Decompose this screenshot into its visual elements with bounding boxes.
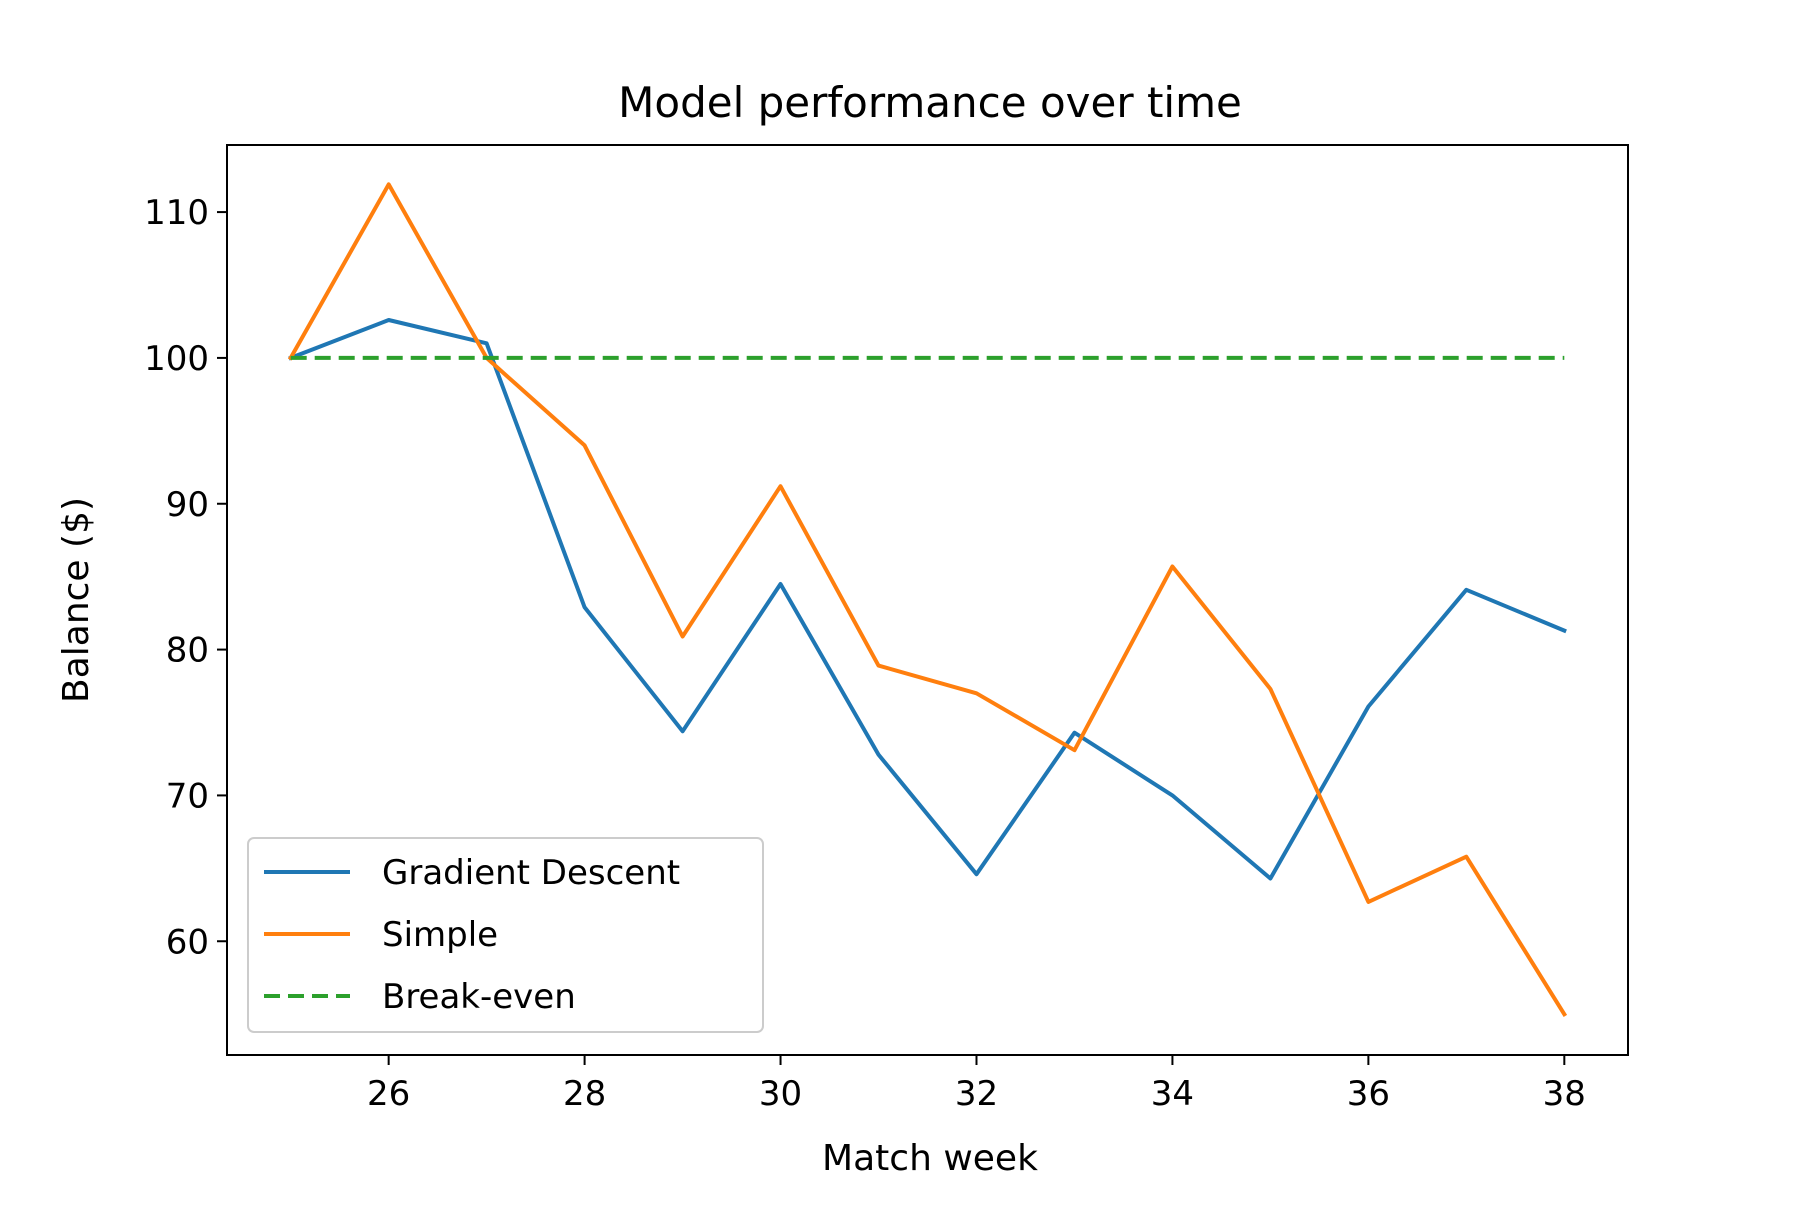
data-point-break-even (1365, 355, 1371, 361)
data-point-simple (1267, 686, 1273, 692)
x-tick-label: 34 (1151, 1074, 1194, 1114)
data-point-simple (386, 181, 392, 187)
data-point-simple (974, 690, 980, 696)
x-tick-label: 28 (563, 1074, 606, 1114)
axes-frame (226, 144, 1629, 1056)
data-point-gradient-descent (1365, 704, 1371, 710)
y-tick-label: 80 (166, 631, 209, 671)
data-point-break-even (582, 355, 588, 361)
data-point-break-even (876, 355, 882, 361)
data-point-break-even (288, 355, 294, 361)
data-point-gradient-descent (582, 604, 588, 610)
x-axis-label: Match week (822, 1138, 1038, 1179)
data-point-break-even (1267, 355, 1273, 361)
series-line-simple (287, 182, 1568, 1017)
data-point-simple (582, 442, 588, 448)
legend-label: Simple (382, 915, 498, 955)
data-point-simple (1365, 899, 1371, 905)
data-point-break-even (974, 355, 980, 361)
data-point-break-even (778, 355, 784, 361)
plot-area: 26 28 30 32 34 36 38 60 70 80 90 100 110 (144, 144, 1629, 1114)
series-line-gradient-descent (288, 318, 1567, 881)
data-point-break-even (1169, 355, 1175, 361)
y-tick-label: 110 (144, 193, 209, 233)
y-tick-label: 70 (166, 776, 209, 816)
data-point-gradient-descent (680, 728, 686, 734)
data-point-break-even (1463, 355, 1469, 361)
x-tick-label: 26 (367, 1074, 410, 1114)
data-point-simple (778, 483, 784, 489)
data-point-simple (680, 634, 686, 640)
data-point-simple (1072, 747, 1078, 753)
x-tick-label: 32 (955, 1074, 998, 1114)
y-axis-label: Balance ($) (56, 497, 97, 703)
data-point-simple (1561, 1011, 1567, 1017)
data-point-simple (876, 663, 882, 669)
legend: Gradient Descent Simple Break-even (247, 837, 764, 1033)
legend-box (247, 837, 764, 1033)
data-point-gradient-descent (876, 752, 882, 758)
legend-label: Break-even (382, 977, 576, 1017)
data-point-gradient-descent (386, 317, 392, 323)
y-tick-label: 60 (166, 922, 209, 962)
data-point-break-even (680, 355, 686, 361)
data-point-gradient-descent (1072, 730, 1078, 736)
data-point-simple (1169, 564, 1175, 570)
data-point-gradient-descent (1267, 876, 1273, 882)
data-point-break-even (484, 355, 490, 361)
data-point-gradient-descent (1169, 792, 1175, 798)
data-point-gradient-descent (778, 581, 784, 587)
data-point-simple (1463, 854, 1469, 860)
y-tick-label: 90 (166, 485, 209, 525)
data-point-gradient-descent (974, 871, 980, 877)
data-point-gradient-descent (1561, 628, 1567, 634)
x-tick-label: 38 (1543, 1074, 1586, 1114)
data-point-break-even (386, 355, 392, 361)
chart-title: Model performance over time (618, 78, 1242, 127)
legend-label: Gradient Descent (382, 853, 680, 893)
data-point-gradient-descent (484, 340, 490, 346)
x-tick-label: 30 (759, 1074, 802, 1114)
data-point-gradient-descent (1463, 587, 1469, 593)
y-tick-label: 100 (144, 339, 209, 379)
data-point-break-even (1072, 355, 1078, 361)
x-tick-label: 36 (1347, 1074, 1390, 1114)
data-point-break-even (1561, 355, 1567, 361)
